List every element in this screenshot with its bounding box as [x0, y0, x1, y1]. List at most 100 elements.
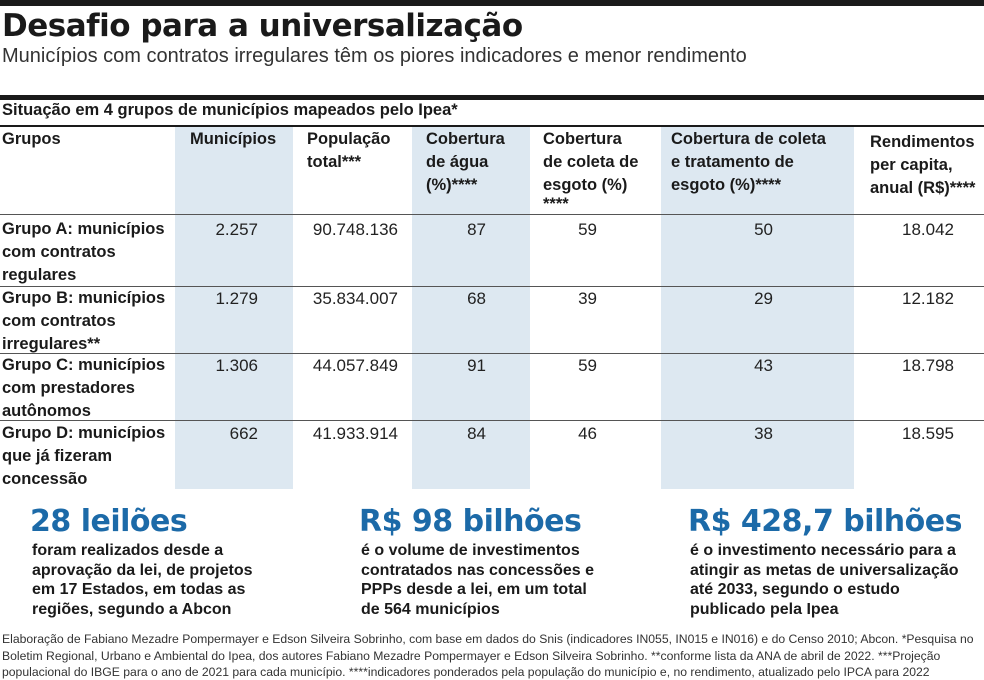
cell-populacao: 90.748.136: [312, 220, 398, 239]
stat-investimentos-contratados: R$ 98 bilhões é o volume de investimento…: [359, 503, 669, 619]
cell-populacao: 35.834.007: [312, 289, 398, 308]
cell-rendimentos: 18.798: [902, 356, 954, 375]
group-label: Grupo C: municípios com prestadores autô…: [2, 354, 172, 423]
page-title: Desafio para a universalização: [2, 8, 523, 44]
header-line: e tratamento de: [671, 153, 794, 171]
stat-value: 28 leilões: [30, 504, 188, 539]
stat-line: atingir as metas de universalização: [690, 561, 959, 579]
stat-description: é o volume de investimentos contratados …: [361, 541, 669, 619]
stat-line: publicado pela Ipea: [690, 600, 839, 618]
stat-line: de 564 municípios: [361, 600, 500, 618]
header-line: Municípios: [190, 130, 277, 148]
stat-line: contratados nas concessões e: [361, 561, 594, 579]
footnote-line: Elaboração de Fabiano Mezadre Pompermaye…: [2, 632, 974, 646]
header-populacao: População total***: [307, 128, 390, 174]
cell-agua: 87: [467, 220, 486, 239]
cell-municipios: 2.257: [215, 220, 258, 239]
header-line: ****: [543, 195, 569, 213]
header-line: de água: [426, 153, 489, 171]
header-line: Cobertura: [426, 130, 505, 148]
stat-investimento-necessario: R$ 428,7 bilhões é o investimento necess…: [688, 503, 982, 619]
group-label: Grupo D: municípios que já fizeram conce…: [2, 422, 172, 491]
header-line: de coleta de: [543, 153, 639, 171]
cell-coleta: 46: [578, 424, 597, 443]
group-line: Grupo C: municípios: [2, 356, 166, 374]
cell-agua: 84: [467, 424, 486, 443]
header-rule: [0, 125, 984, 127]
cell-rendimentos: 12.182: [902, 289, 954, 308]
shade-tratamento: [661, 127, 854, 489]
group-line: Grupo B: municípios: [2, 289, 166, 307]
shade-municipios: [175, 127, 293, 489]
group-line: com prestadores: [2, 379, 135, 397]
cell-coleta: 59: [578, 220, 597, 239]
cell-tratamento: 29: [754, 289, 773, 308]
table-caption: Situação em 4 grupos de municípios mapea…: [2, 101, 458, 119]
header-line: Cobertura: [543, 130, 622, 148]
header-line: per capita,: [870, 156, 953, 174]
footnote-line: Boletim Regional, Urbano e Ambiental do …: [2, 648, 941, 663]
cell-coleta: 39: [578, 289, 597, 308]
header-line: (%)****: [426, 176, 478, 194]
stat-line: regiões, segundo a Abcon: [32, 600, 232, 618]
group-line: Grupo D: municípios: [2, 424, 166, 442]
cell-populacao: 44.057.849: [312, 356, 398, 375]
stat-value: R$ 428,7 bilhões: [688, 504, 962, 539]
header-line: Grupos: [2, 130, 61, 148]
row-divider: [0, 420, 984, 421]
header-municipios: Municípios: [190, 128, 276, 151]
cell-tratamento: 38: [754, 424, 773, 443]
cell-municipios: 1.306: [215, 356, 258, 375]
group-line: que já fizeram: [2, 447, 113, 465]
stat-line: aprovação da lei, de projetos: [32, 561, 253, 579]
cell-municipios: 662: [229, 424, 258, 443]
stat-line: até 2033, segundo o estudo: [690, 581, 900, 598]
top-rule: [0, 0, 984, 6]
cell-tratamento: 43: [754, 356, 773, 375]
section-rule: [0, 95, 984, 100]
header-line: anual (R$)****: [870, 179, 976, 197]
header-line: esgoto (%): [543, 176, 628, 194]
cell-coleta: 59: [578, 356, 597, 375]
page-subtitle: Municípios com contratos irregulares têm…: [2, 45, 747, 67]
header-grupos: Grupos: [2, 128, 61, 151]
stat-description: é o investimento necessário para a ating…: [690, 541, 982, 619]
row-divider: [0, 353, 984, 354]
stat-line: em 17 Estados, em todas as: [32, 581, 246, 598]
group-line: concessão: [2, 470, 88, 488]
group-label: Grupo A: municípios com contratos regula…: [2, 218, 172, 287]
group-label: Grupo B: municípios com contratos irregu…: [2, 287, 172, 356]
cell-rendimentos: 18.595: [902, 424, 954, 443]
cell-populacao: 41.933.914: [312, 424, 398, 443]
row-divider: [0, 286, 984, 287]
row-divider: [0, 214, 984, 215]
stat-line: foram realizados desde a: [32, 542, 224, 559]
stat-value: R$ 98 bilhões: [359, 504, 582, 539]
header-coleta-esgoto: Cobertura de coleta de esgoto (%) ****: [543, 128, 638, 212]
group-line: irregulares**: [2, 335, 101, 353]
header-tratamento: Cobertura de coleta e tratamento de esgo…: [671, 128, 826, 197]
stat-line: é o investimento necessário para a: [690, 542, 956, 559]
cell-rendimentos: 18.042: [902, 220, 954, 239]
group-line: com contratos: [2, 312, 116, 330]
header-line: Cobertura de coleta: [671, 130, 826, 148]
stat-leiloes: 28 leilões foram realizados desde a apro…: [30, 503, 330, 619]
footnote-line: populacional do IBGE para o ano de 2021 …: [2, 665, 930, 679]
cell-tratamento: 50: [754, 220, 773, 239]
header-line: População: [307, 130, 391, 148]
group-line: autônomos: [2, 402, 91, 420]
source-footnote: Elaboração de Fabiano Mezadre Pompermaye…: [2, 631, 982, 680]
group-line: com contratos: [2, 243, 116, 261]
group-line: regulares: [2, 266, 77, 284]
stat-line: é o volume de investimentos: [361, 542, 580, 559]
header-rendimentos: Rendimentos per capita, anual (R$)****: [870, 131, 975, 200]
stat-description: foram realizados desde a aprovação da le…: [32, 541, 330, 619]
header-line: Rendimentos: [870, 133, 975, 151]
shade-agua: [412, 127, 530, 489]
group-line: Grupo A: municípios: [2, 220, 165, 238]
header-line: esgoto (%)****: [671, 176, 782, 194]
cell-agua: 91: [467, 356, 486, 375]
cell-municipios: 1.279: [215, 289, 258, 308]
cell-agua: 68: [467, 289, 486, 308]
header-line: total***: [307, 153, 362, 171]
